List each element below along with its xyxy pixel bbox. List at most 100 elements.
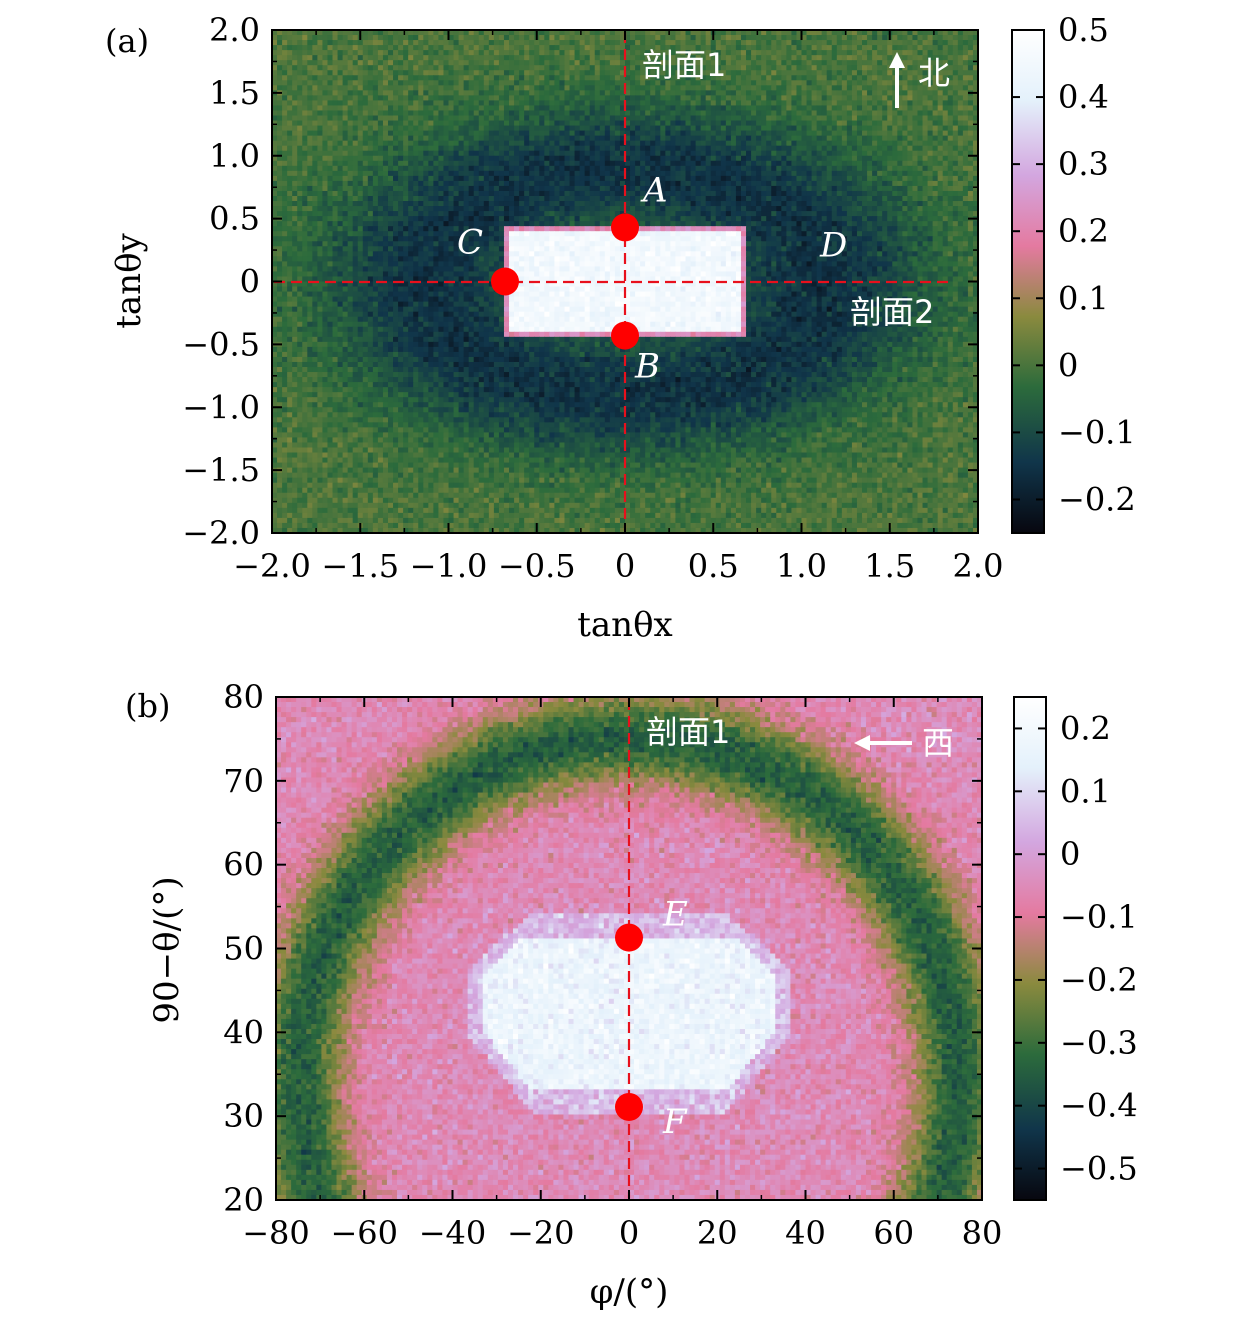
heatmap-cell (493, 110, 500, 117)
heatmap-cell (382, 135, 389, 142)
heatmap-cell (730, 40, 737, 46)
heatmap-cell (377, 95, 384, 102)
heatmap-cell (761, 75, 767, 81)
heatmap-cell (377, 130, 384, 137)
heatmap-cell (917, 70, 924, 76)
heatmap-cell (735, 201, 742, 207)
heatmap-cell (393, 160, 399, 167)
heatmap-cell (816, 175, 823, 182)
heatmap-cell (851, 85, 858, 91)
heatmap-cell (514, 55, 520, 61)
heatmap-cell (740, 80, 747, 86)
heatmap-cell (387, 135, 394, 142)
heatmap-cell (287, 90, 293, 96)
heatmap-cell (312, 125, 318, 132)
heatmap-cell (967, 165, 974, 172)
heatmap-cell (897, 125, 903, 132)
heatmap-cell (630, 155, 636, 162)
heatmap-cell (398, 135, 404, 142)
heatmap-cell (791, 180, 798, 187)
heatmap-cell (524, 75, 530, 81)
heatmap-cell (952, 130, 959, 137)
heatmap-cell (725, 85, 732, 91)
heatmap-cell (387, 65, 394, 71)
heatmap-cell (725, 50, 732, 56)
heatmap-cell (665, 206, 671, 212)
heatmap-cell (670, 140, 677, 147)
heatmap-cell (579, 55, 586, 61)
heatmap-cell (398, 45, 404, 51)
heatmap-cell (297, 130, 303, 137)
heatmap-cell (740, 100, 747, 107)
heatmap-cell (957, 165, 964, 172)
heatmap-cell (952, 201, 959, 207)
heatmap-cell (735, 165, 742, 172)
heatmap-cell (957, 145, 964, 152)
heatmap-cell (695, 100, 702, 107)
heatmap-cell (574, 120, 581, 127)
heatmap-cell (907, 155, 914, 162)
heatmap-cell (806, 201, 813, 207)
heatmap-cell (665, 35, 671, 41)
heatmap-cell (917, 145, 924, 152)
heatmap-cell (781, 55, 787, 61)
heatmap-cell (821, 195, 828, 202)
heatmap-cell (816, 201, 823, 207)
heatmap-cell (786, 35, 793, 41)
heatmap-cell (453, 65, 460, 71)
heatmap-cell (423, 80, 429, 86)
heatmap-cell (670, 105, 677, 112)
heatmap-cell (917, 170, 924, 177)
heatmap-cell (302, 40, 308, 46)
heatmap-cell (665, 195, 671, 202)
heatmap-cell (387, 115, 394, 122)
heatmap-cell (720, 150, 727, 157)
heatmap-cell (801, 195, 808, 202)
heatmap-cell (972, 35, 978, 41)
heatmap-cell (463, 110, 470, 117)
heatmap-cell (589, 60, 596, 66)
heatmap-cell (725, 60, 732, 66)
heatmap-cell (625, 125, 631, 132)
heatmap-cell (569, 145, 576, 152)
heatmap-cell (630, 160, 636, 167)
heatmap-cell (609, 105, 616, 112)
heatmap-cell (307, 180, 313, 187)
heatmap-cell (846, 135, 853, 142)
heatmap-cell (670, 195, 677, 202)
heatmap-cell (791, 130, 798, 137)
heatmap-cell (272, 65, 278, 71)
heatmap-cell (887, 140, 893, 147)
heatmap-cell (927, 60, 934, 66)
heatmap-cell (614, 145, 621, 152)
heatmap-cell (851, 125, 858, 132)
heatmap-cell (347, 90, 354, 96)
heatmap-cell (302, 160, 308, 167)
heatmap-cell (433, 70, 440, 76)
heatmap-cell (730, 70, 737, 76)
heatmap-cell (297, 155, 303, 162)
heatmap-cell (342, 85, 349, 91)
heatmap-cell (614, 45, 621, 51)
heatmap-cell (413, 140, 419, 147)
heatmap-cell (524, 180, 530, 187)
heatmap-cell (826, 95, 833, 102)
heatmap-cell (856, 165, 863, 172)
heatmap-cell (418, 35, 424, 41)
heatmap-cell (735, 185, 742, 192)
heatmap-cell (937, 115, 944, 122)
heatmap-cell (387, 35, 394, 41)
heatmap-cell (473, 65, 480, 71)
heatmap-cell (972, 175, 978, 182)
heatmap-cell (907, 201, 914, 207)
heatmap-cell (967, 115, 974, 122)
heatmap-cell (907, 115, 914, 122)
heatmap-cell (937, 125, 944, 132)
heatmap-cell (282, 195, 288, 202)
heatmap-cell (584, 180, 591, 187)
heatmap-cell (438, 155, 445, 162)
heatmap-cell (680, 185, 687, 192)
heatmap-cell (867, 145, 873, 152)
heatmap-cell (947, 140, 954, 147)
heatmap-cell (781, 85, 787, 91)
